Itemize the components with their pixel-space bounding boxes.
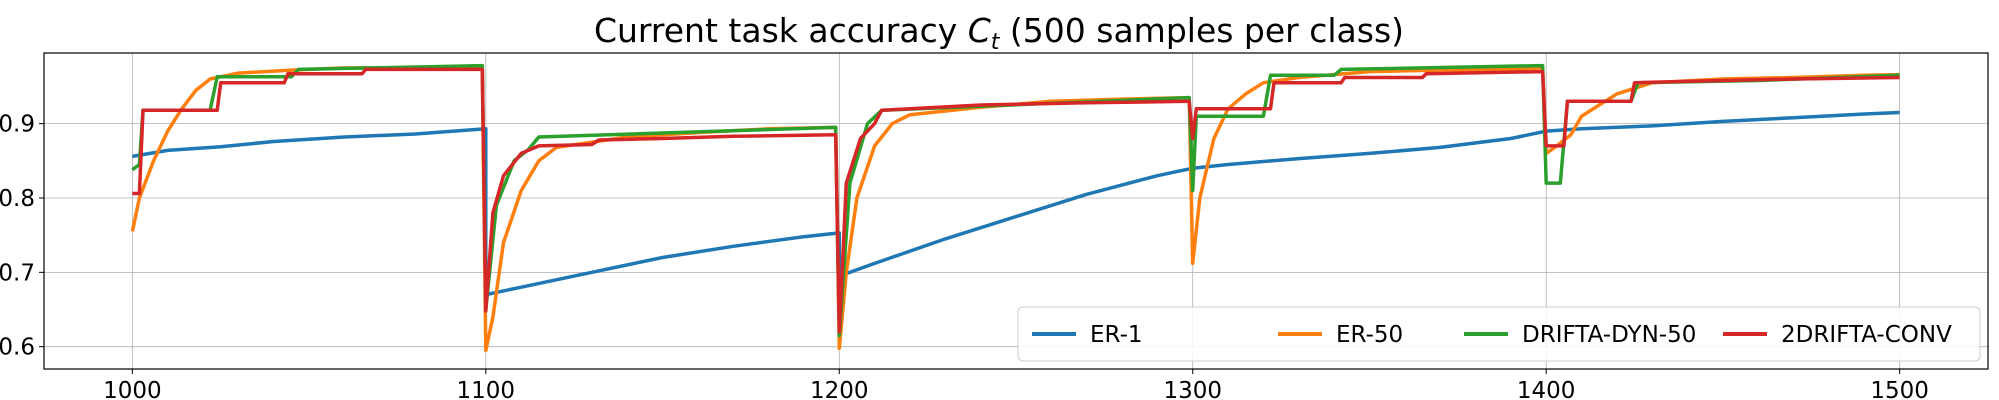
series-line xyxy=(132,110,1900,297)
y-tick-label: 0.8 xyxy=(0,186,35,212)
y-tick-label: 0.7 xyxy=(0,260,35,286)
legend: ER-1 ER-50 DRIFTA-DYN-50 2DRIFTA-CONV xyxy=(1017,306,1981,362)
series-line xyxy=(132,67,1900,334)
legend-label: ER-50 xyxy=(1336,322,1403,348)
legend-label: 2DRIFTA-CONV xyxy=(1781,322,1952,348)
y-tick-label: 0.6 xyxy=(0,335,35,361)
y-axis: 0.6 0.7 0.8 0.9 xyxy=(0,112,44,361)
x-tick-label: 1000 xyxy=(103,378,162,400)
x-tick-label: 1500 xyxy=(1870,378,1929,400)
x-tick-label: 1100 xyxy=(457,378,516,400)
legend-label: DRIFTA-DYN-50 xyxy=(1522,322,1696,348)
chart-title: Current task accuracy Ct (500 samples pe… xyxy=(594,11,1404,55)
x-tick-label: 1400 xyxy=(1517,378,1576,400)
x-tick-label: 1200 xyxy=(810,378,869,400)
plot-frame xyxy=(43,52,1989,370)
x-axis: 1000 1100 1200 1300 1400 1500 xyxy=(103,369,1929,400)
y-tick-label: 0.9 xyxy=(0,112,35,138)
x-tick-label: 1300 xyxy=(1163,378,1222,400)
series-layer xyxy=(130,63,1900,353)
legend-label: ER-1 xyxy=(1090,322,1143,348)
